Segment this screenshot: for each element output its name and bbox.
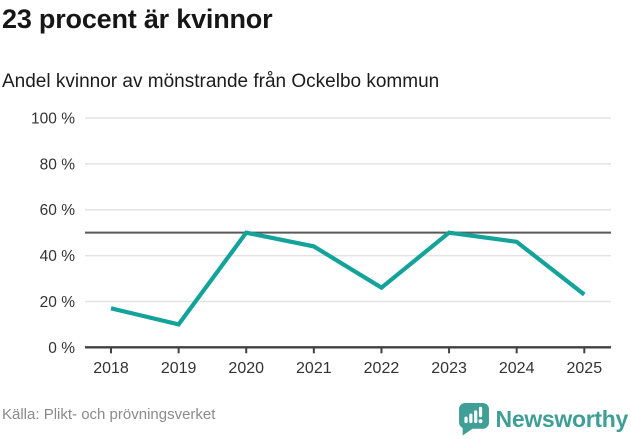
chart-subtitle: Andel kvinnor av mönstrande från Ockelbo… bbox=[2, 71, 440, 92]
newsworthy-logo-icon bbox=[458, 403, 489, 436]
y-axis-labels: 0 % 20 % 40 % 60 % 80 % 100 % bbox=[31, 111, 75, 357]
svg-text:80 %: 80 % bbox=[40, 156, 76, 173]
svg-text:0 %: 0 % bbox=[48, 340, 75, 357]
svg-text:2025: 2025 bbox=[567, 360, 603, 377]
svg-text:2022: 2022 bbox=[364, 360, 400, 377]
x-axis-labels: 2018 2019 2020 2021 2022 2023 2024 2025 bbox=[93, 360, 602, 377]
data-series-line bbox=[110, 230, 586, 327]
svg-text:100 %: 100 % bbox=[31, 111, 75, 128]
svg-text:2018: 2018 bbox=[93, 360, 129, 377]
y-gridlines bbox=[85, 117, 611, 303]
svg-text:2023: 2023 bbox=[431, 360, 467, 377]
brand-lockup: Newsworthy bbox=[458, 403, 629, 436]
svg-text:2024: 2024 bbox=[499, 360, 535, 377]
svg-text:2020: 2020 bbox=[228, 360, 264, 377]
svg-text:20 %: 20 % bbox=[40, 294, 76, 311]
svg-text:2019: 2019 bbox=[161, 360, 197, 377]
svg-text:40 %: 40 % bbox=[40, 248, 76, 265]
source-note: Källa: Plikt- och prövningsverket bbox=[2, 406, 216, 423]
x-axis bbox=[85, 346, 611, 354]
newsworthy-wordmark: Newsworthy bbox=[495, 406, 629, 432]
chart-title: 23 procent är kvinnor bbox=[2, 4, 273, 34]
svg-text:2021: 2021 bbox=[296, 360, 332, 377]
svg-text:60 %: 60 % bbox=[40, 202, 76, 219]
